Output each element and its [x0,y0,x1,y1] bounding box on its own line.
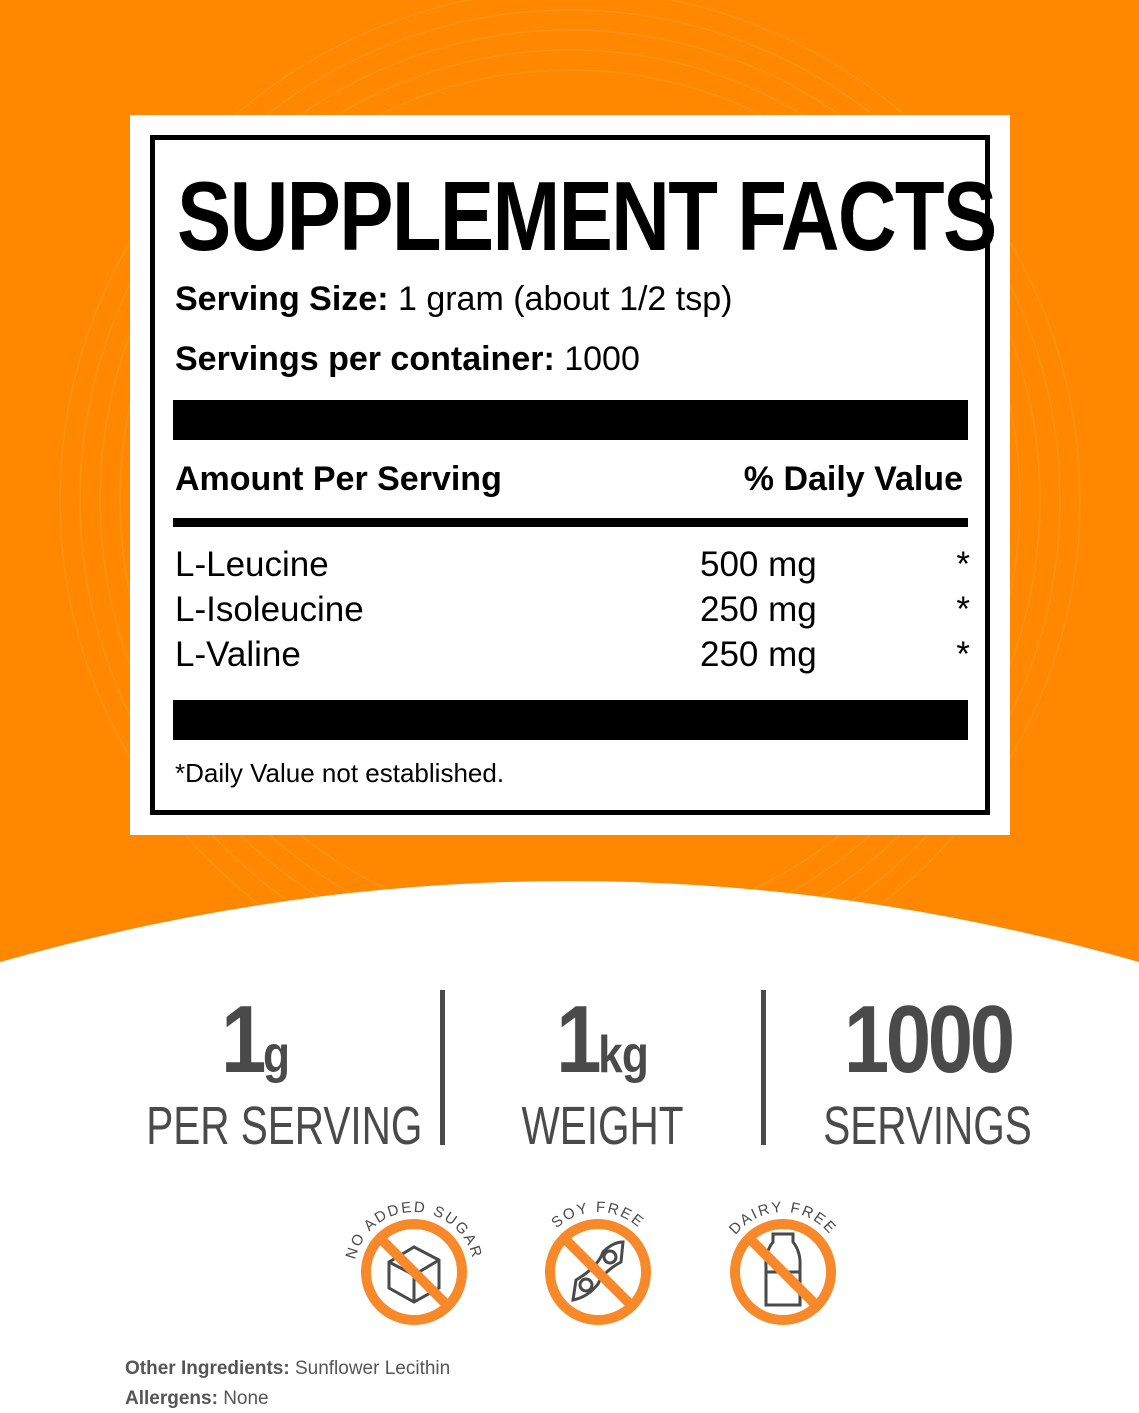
dv-header: % Daily Value [743,460,963,498]
soybean-icon [571,1240,625,1302]
stat-unit: kg [598,1026,650,1084]
stat-value: 1kg [556,985,650,1095]
badge-text: DAIRY FREE [726,1199,840,1238]
other-ingredients-label: Other Ingredients: [125,1358,290,1379]
ingredient-amount: 500 mg [700,545,817,584]
facts-title: SUPPLEMENT FACTS [177,161,997,271]
stat-divider [440,990,445,1145]
thick-divider [173,400,968,440]
serving-size-value: 1 gram (about 1/2 tsp) [388,280,733,318]
badge-text: NO ADDED SUGAR [342,1199,485,1261]
other-ingredients: Other Ingredients: Sunflower Lecithin [125,1358,450,1380]
badges: NO ADDED SUGAR SOY FREE DAIRY FREE [342,1199,840,1325]
stat-value: 1000 [843,985,1015,1095]
stat-label: PER SERVING [146,1096,423,1156]
serving-size: Serving Size: 1 gram (about 1/2 tsp) [175,280,732,319]
allergens-value: None [217,1388,269,1409]
stat-label: WEIGHT [521,1096,684,1156]
stat-label: SERVINGS [823,1096,1032,1156]
no-added-sugar-badge: NO ADDED SUGAR [342,1199,485,1325]
stat-number: 1 [220,986,266,1093]
ingredient-name: L-Isoleucine [175,590,364,629]
ingredient-amount: 250 mg [700,635,817,674]
stat-servings: 1000 SERVINGS [780,985,1075,1157]
ingredient-name: L-Valine [175,635,301,674]
stat-per-serving: 1g PER SERVING [110,985,423,1157]
ingredient-dv: * [956,635,970,674]
stat-number: 1 [556,986,602,1093]
thick-divider [173,700,968,740]
footnote: *Daily Value not established. [175,758,505,788]
ingredient-row: L-Leucine 500 mg * [175,545,970,590]
stat-divider [761,990,766,1145]
amount-header: Amount Per Serving [175,460,502,498]
soy-free-badge: SOY FREE [545,1199,651,1325]
allergens-label: Allergens: [125,1388,218,1409]
ingredient-name: L-Leucine [175,545,329,584]
supplement-facts-panel: SUPPLEMENT FACTS Serving Size: 1 gram (a… [130,115,1010,835]
stat-number: 1000 [843,986,1015,1093]
ingredient-dv: * [956,545,970,584]
dairy-free-badge: DAIRY FREE [726,1199,840,1325]
servings-label: Servings per container: [175,340,555,378]
servings-value: 1000 [554,340,640,378]
stat-weight: 1kg WEIGHT [455,985,750,1157]
ingredient-dv: * [956,590,970,629]
ingredient-row: L-Isoleucine 250 mg * [175,590,970,635]
stat-unit: g [262,1026,290,1084]
ingredient-amount: 250 mg [700,590,817,629]
serving-size-label: Serving Size: [175,280,389,318]
ingredient-list: L-Leucine 500 mg * L-Isoleucine 250 mg * L-V… [175,545,970,680]
servings-per-container: Servings per container: 1000 [175,340,640,379]
ingredient-row: L-Valine 250 mg * [175,635,970,680]
other-ingredients-value: Sunflower Lecithin [289,1358,451,1379]
stat-value: 1g [220,985,290,1095]
facts-border: SUPPLEMENT FACTS Serving Size: 1 gram (a… [150,135,997,815]
header-divider [173,518,968,527]
allergens: Allergens: None [125,1388,269,1410]
